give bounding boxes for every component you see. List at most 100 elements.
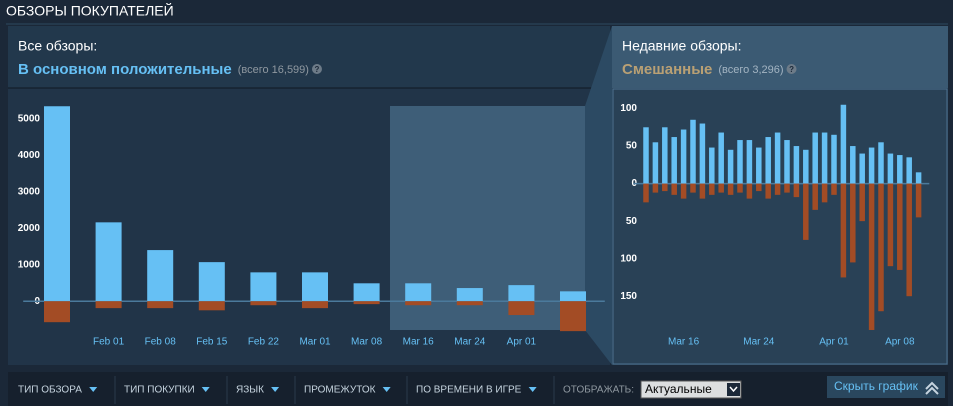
x-tick-label: Mar 24 bbox=[743, 337, 775, 348]
dropdown-arrow bbox=[382, 387, 391, 392]
overall-summary-bg bbox=[8, 26, 610, 88]
bar bbox=[560, 291, 586, 302]
x-tick-label: Mar 24 bbox=[454, 337, 486, 348]
bar bbox=[821, 183, 828, 203]
bar bbox=[812, 183, 818, 210]
y-tick-label: 100 bbox=[620, 253, 637, 264]
bar bbox=[821, 132, 828, 184]
filter-label[interactable]: ТИП ПОКУПКИ bbox=[124, 385, 195, 396]
bar bbox=[709, 147, 715, 184]
x-tick-label: Apr 08 bbox=[885, 337, 915, 348]
chevron bbox=[925, 381, 939, 390]
recent-summary: Смешанные (всего 3,296) bbox=[622, 61, 784, 78]
chevron bbox=[925, 386, 939, 395]
bar bbox=[643, 127, 649, 184]
filter-label[interactable]: ЯЗЫК bbox=[236, 385, 264, 396]
bar bbox=[727, 183, 734, 195]
y-tick-label: 4000 bbox=[18, 150, 41, 161]
bar bbox=[784, 183, 790, 193]
bar bbox=[353, 283, 380, 302]
bar bbox=[302, 272, 328, 302]
overall-label: Все обзоры: bbox=[18, 38, 97, 54]
bar bbox=[718, 132, 724, 184]
x-tick-label: Mar 16 bbox=[668, 337, 700, 348]
filter-label[interactable]: ПРОМЕЖУТОК bbox=[304, 385, 376, 396]
filter-bar bbox=[8, 372, 948, 406]
help-icon[interactable] bbox=[311, 64, 322, 74]
bar bbox=[652, 183, 659, 193]
bar bbox=[897, 183, 903, 270]
bar bbox=[198, 262, 225, 302]
bar bbox=[774, 183, 781, 195]
y-tick-label: 150 bbox=[620, 291, 637, 302]
dropdown-arrow bbox=[201, 387, 210, 392]
y-tick-label: 50 bbox=[626, 216, 638, 227]
bar bbox=[840, 104, 847, 184]
recent-chart-frame bbox=[612, 88, 948, 365]
hide-graph-label: Скрыть график bbox=[834, 379, 919, 393]
dropdown-arrow bbox=[271, 387, 280, 392]
recent-count: (всего 3,296) bbox=[718, 64, 783, 76]
bar bbox=[906, 157, 912, 184]
overall-rating: В основном положительные bbox=[18, 61, 232, 78]
bar bbox=[746, 183, 753, 199]
filter-label[interactable]: ТИП ОБЗОРА bbox=[18, 385, 82, 396]
bar bbox=[699, 123, 706, 184]
bar bbox=[44, 106, 70, 302]
help-icon[interactable] bbox=[786, 64, 797, 74]
bar bbox=[680, 129, 687, 184]
bar bbox=[887, 153, 894, 184]
bar bbox=[915, 183, 922, 218]
display-label: ОТОБРАЖАТЬ: bbox=[563, 385, 634, 396]
bar bbox=[906, 183, 912, 297]
bar bbox=[643, 183, 649, 203]
display-select[interactable] bbox=[640, 380, 742, 399]
recent-summary-bg bbox=[612, 26, 948, 88]
overall-summary: В основном положительные (всего 16,599) bbox=[18, 61, 309, 78]
bar bbox=[662, 183, 668, 192]
filter-label[interactable]: ПО ВРЕМЕНИ В ИГРЕ bbox=[416, 385, 522, 396]
bar bbox=[44, 301, 70, 323]
bar bbox=[868, 183, 875, 330]
bar bbox=[765, 137, 771, 184]
bar bbox=[887, 183, 894, 267]
display-value: Актуальные bbox=[645, 382, 712, 396]
hide-graph-button[interactable] bbox=[827, 376, 945, 398]
y-tick-label: 2000 bbox=[18, 223, 41, 234]
bar bbox=[784, 140, 790, 184]
bar bbox=[737, 183, 743, 193]
section-title: ОБЗОРЫ ПОКУПАТЕЛЕЙ bbox=[6, 2, 174, 19]
help-mark: ? bbox=[315, 65, 320, 74]
x-tick-label: Feb 08 bbox=[145, 337, 177, 348]
bar bbox=[756, 147, 762, 184]
bar bbox=[868, 147, 875, 184]
dropdown-arrow bbox=[528, 387, 537, 392]
bar bbox=[250, 272, 277, 302]
bar bbox=[746, 140, 753, 184]
bar bbox=[737, 140, 743, 184]
x-tick-label: Apr 01 bbox=[507, 337, 537, 348]
bar bbox=[690, 119, 696, 184]
bar bbox=[709, 183, 715, 195]
bar bbox=[859, 183, 865, 222]
bar bbox=[671, 137, 677, 184]
bar bbox=[302, 301, 328, 309]
bar bbox=[699, 183, 706, 199]
bar bbox=[405, 283, 432, 302]
x-tick-label: Feb 22 bbox=[248, 337, 280, 348]
help-mark: ? bbox=[789, 65, 794, 74]
bar bbox=[850, 146, 856, 184]
recent-label: Недавние обзоры: bbox=[622, 38, 742, 54]
y-tick-label: 100 bbox=[620, 103, 637, 114]
x-tick-label: Feb 15 bbox=[196, 337, 228, 348]
bar bbox=[859, 153, 865, 184]
bar bbox=[353, 301, 380, 305]
x-tick-label: Feb 01 bbox=[93, 337, 125, 348]
bar bbox=[831, 183, 837, 195]
bar bbox=[147, 250, 174, 302]
select-arrow bbox=[729, 386, 738, 393]
bar bbox=[756, 183, 762, 192]
bar bbox=[690, 183, 696, 193]
